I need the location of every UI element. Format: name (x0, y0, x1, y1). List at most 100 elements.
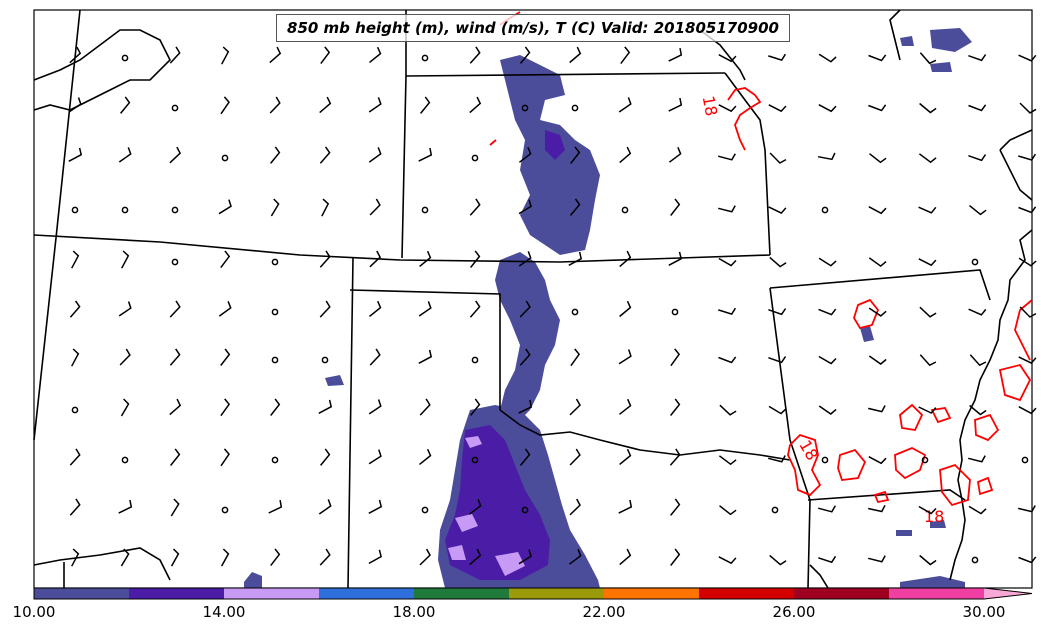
wind-barb (868, 456, 887, 465)
wind-barb (968, 308, 987, 316)
shading-patch-se (900, 576, 965, 588)
wind-barb (518, 399, 533, 414)
wind-barb (669, 448, 681, 466)
wind-barb (319, 250, 331, 268)
shading-patch-mid-e (860, 326, 874, 342)
wind-barb (620, 46, 631, 65)
wind-barb (169, 348, 181, 366)
wind-barb (1018, 257, 1037, 267)
wind-barb (368, 399, 382, 415)
calm-wind-marker (1021, 456, 1029, 464)
wind-barb (419, 548, 431, 566)
wind-barb (718, 307, 737, 315)
wind-barb (668, 47, 683, 62)
border-west-vertical (33, 9, 81, 441)
wind-barb (918, 258, 937, 267)
wind-barb (868, 504, 886, 513)
wind-barb (718, 356, 737, 364)
calm-wind-marker (271, 456, 279, 464)
calm-wind-marker (121, 206, 129, 214)
wind-barb (719, 505, 737, 516)
calm-wind-marker (671, 308, 679, 316)
wind-barb (519, 448, 531, 466)
wind-barb (919, 306, 937, 318)
wind-barb (218, 199, 232, 215)
wind-barb (318, 499, 332, 515)
shading-region-north-dark (545, 130, 565, 160)
wind-barb (1018, 356, 1037, 365)
wind-barb (570, 348, 581, 367)
wind-barb (919, 102, 937, 114)
calm-wind-marker (121, 54, 129, 62)
wind-barb (768, 455, 786, 463)
wind-barb (718, 205, 736, 213)
temp-contour-se-loop-7 (873, 490, 890, 504)
wind-barb (418, 301, 432, 317)
wind-barbs (68, 46, 1037, 567)
colorbar-segment (604, 588, 699, 599)
wind-barb (1018, 556, 1037, 564)
temp-contour-se-loop-4 (837, 448, 867, 481)
wind-barb (220, 96, 230, 115)
border-sw-texas (33, 547, 171, 581)
wind-barb (71, 250, 80, 269)
wind-barb (818, 257, 837, 267)
wind-barb (918, 505, 937, 515)
temp-contour-se-loop-2 (930, 407, 952, 424)
calm-wind-marker (171, 258, 179, 266)
wind-barb (968, 154, 987, 162)
colorbar-segment (129, 588, 224, 599)
colorbar-segment (509, 588, 604, 599)
temp-contour-se-loop-6 (939, 463, 971, 507)
wind-barb (369, 198, 381, 216)
calm-wind-marker (771, 506, 779, 514)
calm-wind-marker (71, 206, 79, 214)
wind-barb (968, 54, 987, 62)
wind-barb (918, 206, 937, 214)
state-borders (33, 9, 1033, 589)
wind-barb (419, 398, 431, 416)
border-inner-box (349, 289, 501, 410)
wind-barb (968, 505, 987, 515)
wind-barb (919, 52, 937, 65)
wind-barb (768, 405, 787, 415)
wind-barb (670, 398, 681, 416)
wind-barb (269, 96, 281, 114)
wind-barb (818, 53, 837, 63)
wind-barb (268, 499, 283, 514)
wind-barb (270, 548, 281, 567)
wind-barb (220, 348, 231, 366)
colorbar-tick-label-5: 26.00 (772, 603, 816, 621)
wind-barb (169, 146, 182, 164)
border-arkansas-south (807, 489, 966, 501)
wind-barb (169, 46, 181, 64)
wind-barb (319, 548, 331, 566)
wind-barb (320, 46, 331, 65)
wind-barb (670, 348, 681, 367)
border-northern-horizontal (33, 234, 771, 263)
wind-barb (220, 548, 230, 567)
calm-wind-marker (171, 206, 179, 214)
wind-barb (319, 146, 331, 164)
wind-barb (69, 300, 81, 318)
wind-barb (868, 555, 886, 563)
shading-patch-w (325, 375, 344, 386)
wind-barb (220, 398, 231, 417)
wind-barb (1018, 206, 1037, 214)
shading-region-south-light-3 (448, 545, 466, 560)
wind-barb (568, 549, 582, 565)
wind-barb (818, 405, 837, 415)
wind-barb (869, 153, 887, 164)
wind-barb (71, 548, 80, 567)
wind-barb (619, 250, 632, 268)
wind-barb (220, 448, 230, 467)
border-ne-line (999, 129, 1033, 151)
wind-barb (270, 146, 281, 164)
wind-barb (69, 498, 81, 516)
colorbar-segment (224, 588, 319, 599)
colorbar-segment (794, 588, 889, 599)
wind-barb (418, 147, 433, 162)
wind-barb (868, 405, 886, 413)
wind-barb (868, 54, 887, 62)
wind-barb (768, 308, 787, 316)
